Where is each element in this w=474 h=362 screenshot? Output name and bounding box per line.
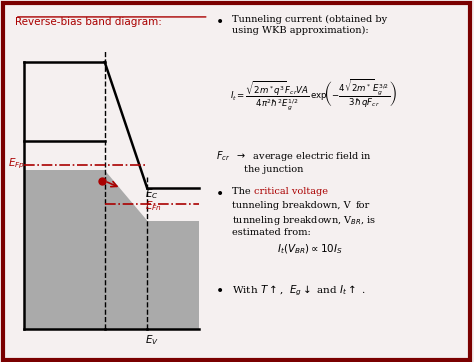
Text: $I_t(V_{BR}) \propto 10I_S$: $I_t(V_{BR}) \propto 10I_S$ [277,243,343,256]
Text: tunneling breakdown, V$_{BR}$, is: tunneling breakdown, V$_{BR}$, is [232,214,377,227]
Text: The: The [232,188,254,197]
Text: •: • [216,284,224,298]
Text: Tunneling current (obtained by
using WKB approximation):: Tunneling current (obtained by using WKB… [232,15,387,35]
Polygon shape [105,170,147,329]
Text: $F_{cr}$  $\rightarrow$  average electric field in
         the junction: $F_{cr}$ $\rightarrow$ average electric … [216,149,372,174]
Text: $E_{Fn}$: $E_{Fn}$ [145,199,162,213]
Text: Reverse-bias band diagram:: Reverse-bias band diagram: [15,17,162,27]
Text: for: for [355,201,369,210]
Text: $I_t = \dfrac{\sqrt{2m^*q^3}F_{cr}VA}{4\pi^2\hbar^2 E_g^{1/2}}\,\mathrm{exp}\!\l: $I_t = \dfrac{\sqrt{2m^*q^3}F_{cr}VA}{4\… [230,77,397,112]
Text: estimated from:: estimated from: [232,228,311,237]
Polygon shape [24,170,105,329]
Polygon shape [147,221,199,329]
Text: tunneling breakdown, V: tunneling breakdown, V [232,201,351,210]
Text: $E_V$: $E_V$ [145,333,159,346]
Text: $E_C$: $E_C$ [145,187,158,201]
FancyBboxPatch shape [3,3,470,359]
Text: critical voltage: critical voltage [255,188,328,197]
Text: $E_{Fp}$: $E_{Fp}$ [8,156,25,171]
Text: With $T\uparrow$,  $E_g\downarrow$ and $I_t\uparrow$ .: With $T\uparrow$, $E_g\downarrow$ and $I… [232,284,366,298]
Text: •: • [216,15,224,29]
Text: •: • [216,188,224,202]
